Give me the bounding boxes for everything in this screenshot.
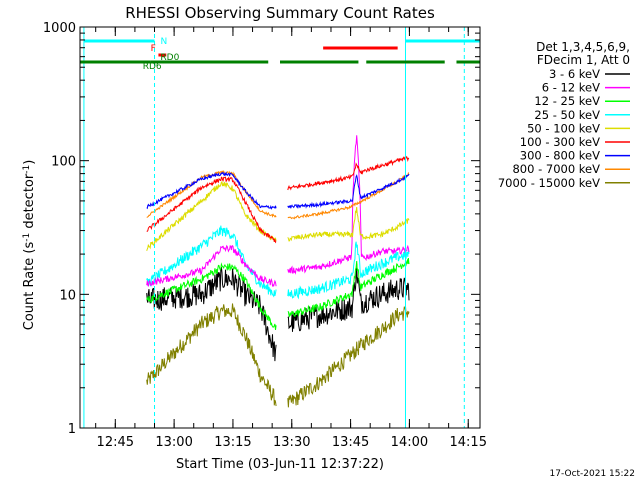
y-tick-label-1: 10 bbox=[59, 288, 76, 303]
bar-label-RD6: RD6 bbox=[143, 62, 162, 72]
series-12-to-25keV bbox=[146, 257, 410, 330]
series-line-recovery bbox=[287, 172, 410, 220]
legend-label: 25 - 50 keV bbox=[534, 108, 600, 122]
legend-entry: 6 - 12 keV bbox=[542, 81, 630, 95]
y-axis-label-sup2: -1 bbox=[22, 165, 32, 174]
series-line-recovery bbox=[287, 207, 410, 242]
x-axis-label: Start Time (03-Jun-11 12:37:22) bbox=[176, 457, 384, 472]
x-tick-label-6: 14:15 bbox=[450, 435, 487, 450]
series-line-recovery bbox=[287, 135, 410, 275]
bar-label-F: F bbox=[151, 44, 156, 54]
series-line-flare bbox=[146, 181, 277, 251]
x-tick-label-5: 14:00 bbox=[391, 435, 428, 450]
legend-label: 800 - 7000 keV bbox=[512, 162, 600, 176]
chart-title: RHESSI Observing Summary Count Rates bbox=[125, 4, 435, 22]
series-line-flare bbox=[146, 170, 277, 218]
x-tick-label-2: 13:15 bbox=[214, 435, 251, 450]
x-tick-label-4: 13:45 bbox=[332, 435, 369, 450]
legend-entry: 50 - 100 keV bbox=[527, 121, 630, 135]
legend-label: 12 - 25 keV bbox=[534, 94, 600, 108]
legend-entry: 12 - 25 keV bbox=[534, 94, 630, 108]
series-line-recovery bbox=[287, 257, 410, 318]
series-line-recovery bbox=[287, 173, 410, 209]
legend-label: 50 - 100 keV bbox=[527, 121, 600, 135]
x-tick-label-3: 13:30 bbox=[273, 435, 310, 450]
legend-entry: 800 - 7000 keV bbox=[512, 162, 630, 176]
legend-entry: 25 - 50 keV bbox=[534, 108, 630, 122]
series-line-recovery bbox=[287, 155, 410, 191]
legend-header-line-1: Det 1,3,4,5,6,9, bbox=[536, 40, 630, 54]
legend-entry: 300 - 800 keV bbox=[520, 149, 630, 163]
y-tick-label-2: 100 bbox=[51, 155, 76, 170]
series-line-flare bbox=[146, 262, 277, 330]
y-axis-label-part3: ) bbox=[22, 160, 37, 165]
series-100-to-300keV bbox=[146, 155, 410, 244]
legend-label: 7000 - 15000 keV bbox=[498, 176, 600, 190]
series-line-recovery bbox=[287, 263, 410, 332]
series-800-to-7000keV bbox=[146, 170, 410, 220]
series-line-recovery bbox=[287, 306, 410, 408]
series-line-recovery bbox=[287, 241, 410, 300]
legend-label: 6 - 12 keV bbox=[542, 81, 600, 95]
series-300-to-800keV bbox=[146, 171, 410, 210]
footer-date: 17-Oct-2021 15:22 bbox=[550, 469, 635, 479]
legend-entry: 7000 - 15000 keV bbox=[498, 176, 630, 190]
legend-header-line-2: FDecim 1, Att 0 bbox=[537, 53, 630, 67]
series-line-flare bbox=[146, 266, 277, 362]
bar-label-RD0: RD0 bbox=[160, 53, 179, 63]
series-7000-to-15000keV bbox=[146, 303, 410, 408]
y-axis-label: Count Rate (s-1 detector-1) bbox=[22, 160, 37, 331]
axes: 1 10 100 1000 12:45 13:00 13:15 13:30 13:45 14:00… bbox=[43, 21, 487, 450]
y-axis-label-part1: Count Rate (s bbox=[22, 242, 37, 331]
bar-label-N: N bbox=[161, 37, 168, 47]
plot-frame bbox=[79, 26, 481, 429]
y-tick-label-0: 1 bbox=[68, 422, 76, 437]
series-line-flare bbox=[146, 176, 277, 244]
legend-label: 100 - 300 keV bbox=[520, 135, 600, 149]
y-tick-label-3: 1000 bbox=[43, 21, 76, 36]
series-3-to-6keV bbox=[146, 263, 410, 362]
x-tick-label-0: 12:45 bbox=[97, 435, 134, 450]
series-line-flare bbox=[146, 303, 277, 407]
x-tick-label-1: 13:00 bbox=[155, 435, 192, 450]
series-50-to-100keV bbox=[146, 181, 410, 251]
legend-label: 3 - 6 keV bbox=[549, 67, 600, 81]
series-line-flare bbox=[146, 171, 277, 210]
legend-label: 300 - 800 keV bbox=[520, 149, 600, 163]
y-axis-label-part2: detector bbox=[22, 173, 37, 233]
series-6-to-12keV bbox=[146, 135, 410, 288]
legend-entry: 3 - 6 keV bbox=[549, 67, 630, 81]
y-axis-label-sup1: -1 bbox=[22, 233, 32, 242]
series-line-flare bbox=[146, 244, 277, 288]
legend-entry: 100 - 300 keV bbox=[520, 135, 630, 149]
